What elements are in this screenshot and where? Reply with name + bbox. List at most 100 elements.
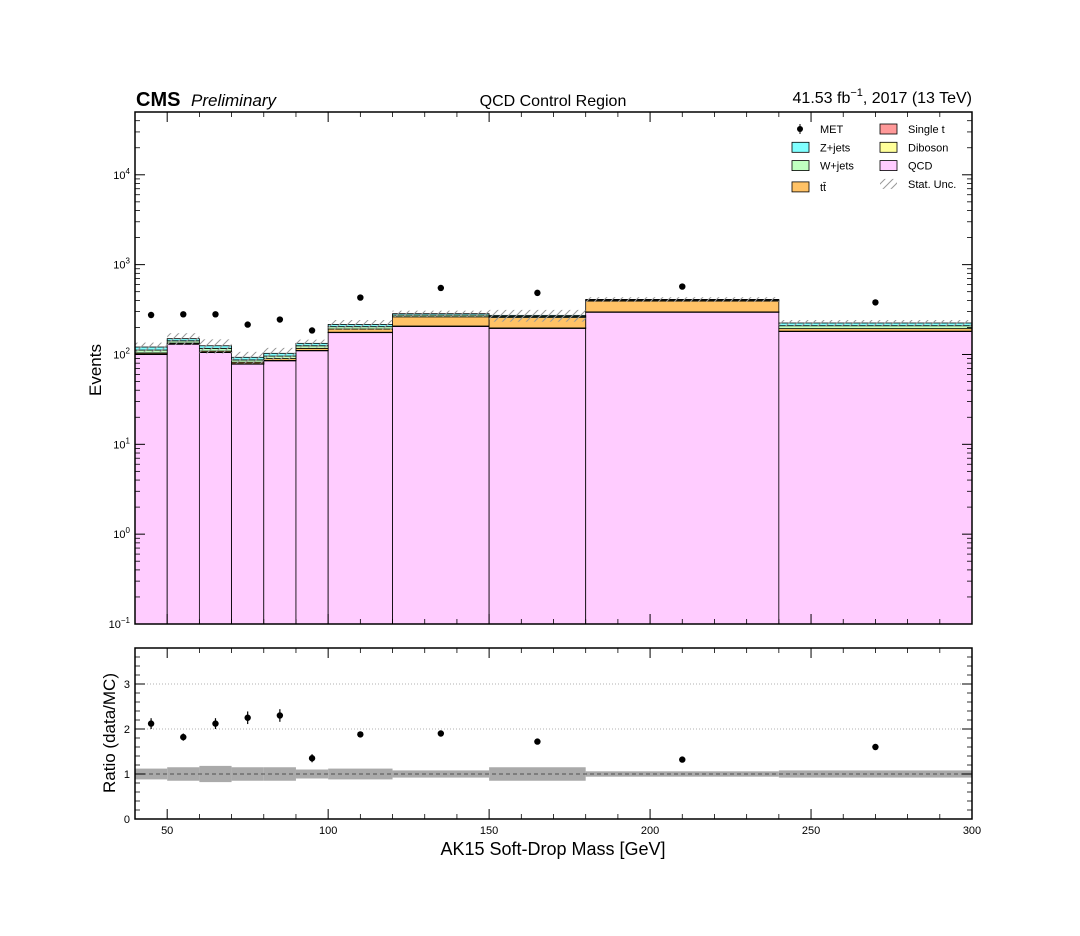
bottom-panel-frame xyxy=(134,647,973,820)
legend: MET Single t Z+jets Diboson W+jets QCD tt̄ Stat… xyxy=(791,123,956,194)
y-tick-base: 10 xyxy=(113,170,125,182)
stat-unc-3 xyxy=(231,351,264,364)
y-tick-label-2: 101 xyxy=(113,436,130,451)
y-tick-label-3: 102 xyxy=(113,346,130,361)
legend-swatch-tt xyxy=(791,181,810,193)
stack-bar-tt-9 xyxy=(585,300,780,313)
x-tick-label-2: 150 xyxy=(480,825,498,837)
stat-unc-0 xyxy=(135,342,168,353)
ratio-point-10 xyxy=(872,743,879,751)
stack-bar-tt-7 xyxy=(392,316,490,327)
y-axis-label-ratio: Ratio (data/MC) xyxy=(100,673,119,793)
y-tick-exponent: 1 xyxy=(126,436,131,445)
x-tick-label-1: 100 xyxy=(319,825,337,837)
stack-bar-QCD-1 xyxy=(166,343,200,624)
x-axis-label: AK15 Soft-Drop Mass [GeV] xyxy=(440,839,665,859)
ratio-points xyxy=(147,709,879,763)
ratio-point-9 xyxy=(679,756,686,763)
data-point-8 xyxy=(534,289,541,297)
ratio-point-4 xyxy=(276,712,284,719)
lumi-value: 41.53 fb xyxy=(793,90,851,107)
stack-bar-QCD-10 xyxy=(778,331,972,624)
data-point-7 xyxy=(437,284,445,292)
legend-swatch-Zjets xyxy=(791,141,810,153)
legend-swatch-Diboson xyxy=(879,141,898,153)
cms-label: CMS xyxy=(136,89,180,111)
ratio-point-8 xyxy=(534,738,541,745)
x-tick-label-3: 200 xyxy=(641,825,659,837)
legend-swatch-Wjets xyxy=(791,160,810,172)
ratio-y-tick-label-2: 2 xyxy=(124,724,130,736)
legend-swatch-Singlet xyxy=(879,123,898,135)
stack-bar-QCD-4 xyxy=(263,360,297,624)
data-point-1 xyxy=(180,311,187,318)
x-tick-label-5: 300 xyxy=(963,825,981,837)
stack-bar-QCD-3 xyxy=(231,363,265,624)
x-tick-label-4: 250 xyxy=(802,825,820,837)
stat-unc-5 xyxy=(295,339,329,348)
stat-unc-10 xyxy=(778,320,972,327)
stack-bar-QCD-0 xyxy=(135,354,168,624)
ratio-point-0 xyxy=(147,720,155,727)
data-point-3 xyxy=(244,321,251,328)
stat-unc-4 xyxy=(263,347,296,360)
y-axis-label-events: Events xyxy=(86,344,105,396)
lumi-suffix: , 2017 (13 TeV) xyxy=(863,90,972,107)
stack-bar-QCD-5 xyxy=(295,350,329,624)
stat-unc-6 xyxy=(328,320,393,330)
y-tick-exponent: −1 xyxy=(121,616,131,625)
ratio-y-tick-label-1: 1 xyxy=(124,769,130,781)
y-tick-exponent: 2 xyxy=(126,346,131,355)
y-tick-label-5: 104 xyxy=(113,167,130,182)
stack-histogram xyxy=(135,299,972,624)
legend-label-Singlet: Single t xyxy=(908,124,945,136)
chart-title: QCD Control Region xyxy=(480,93,627,110)
y-tick-exponent: 0 xyxy=(126,526,131,535)
legend-label-Diboson: Diboson xyxy=(908,142,948,154)
y-tick-base: 10 xyxy=(113,529,125,541)
ratio-y-tick-label-3: 3 xyxy=(124,679,130,691)
stack-bar-QCD-8 xyxy=(488,328,587,624)
ratio-unc-band xyxy=(135,765,972,783)
legend-label-tt: tt̄ xyxy=(820,182,826,194)
data-point-0 xyxy=(147,311,155,319)
ratio-band-4 xyxy=(263,767,296,781)
lumi-exponent: −1 xyxy=(850,87,863,99)
stat-unc-1 xyxy=(167,333,200,345)
ratio-point-5 xyxy=(308,755,316,762)
x-tick-label-0: 50 xyxy=(161,825,173,837)
legend-label-stat: Stat. Unc. xyxy=(908,179,956,191)
data-point-6 xyxy=(357,294,364,301)
lumi-label: 41.53 fb−1, 2017 (13 TeV) xyxy=(793,87,972,107)
stat-unc-9 xyxy=(585,297,779,302)
y-tick-base: 10 xyxy=(113,349,125,361)
data-point-4 xyxy=(276,316,284,323)
y-tick-label-0: 10−1 xyxy=(109,616,131,631)
ratio-point-3 xyxy=(244,714,251,721)
y-tick-base: 10 xyxy=(113,260,125,272)
stack-bar-QCD-6 xyxy=(327,332,393,624)
y-tick-exponent: 3 xyxy=(126,257,131,266)
legend-swatch-stat xyxy=(880,178,897,189)
y-tick-exponent: 4 xyxy=(126,167,131,176)
stat-unc-hatch xyxy=(135,297,972,364)
ratio-grid xyxy=(135,683,972,775)
ratio-band-1 xyxy=(167,767,200,781)
stack-bar-QCD-7 xyxy=(392,326,490,624)
ratio-band-7 xyxy=(392,770,490,778)
data-point-5 xyxy=(308,327,316,334)
ratio-point-2 xyxy=(212,720,219,727)
ratio-point-1 xyxy=(180,733,187,741)
legend-swatch-QCD xyxy=(879,160,898,172)
data-point-2 xyxy=(212,311,219,318)
ratio-band-10 xyxy=(778,770,972,778)
preliminary-label: Preliminary xyxy=(191,91,278,110)
legend-label-Zjets: Z+jets xyxy=(820,142,851,154)
legend-label-MET: MET xyxy=(820,124,844,136)
data-point-9 xyxy=(679,283,686,290)
y-tick-label-1: 100 xyxy=(113,526,130,541)
bottom-axes: 0 1 2 3 50 100 150 200 250 300 xyxy=(124,648,981,837)
ratio-point-7 xyxy=(437,730,445,737)
